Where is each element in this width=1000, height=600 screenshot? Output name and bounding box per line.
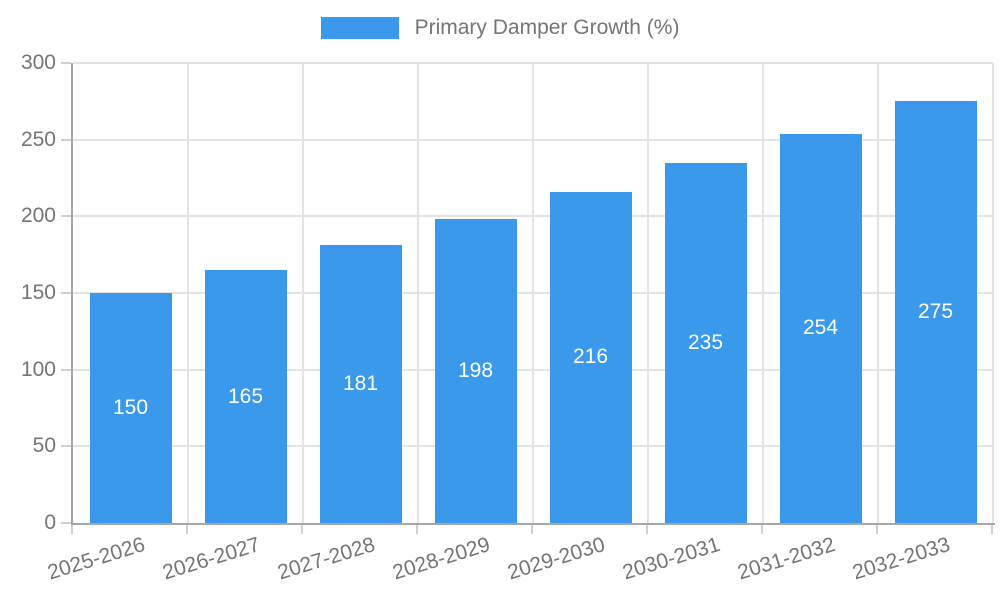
- x-gridline: [532, 63, 534, 523]
- x-tick-mark: [301, 525, 303, 534]
- y-tick-label: 0: [44, 511, 56, 534]
- x-gridline: [417, 63, 419, 523]
- x-gridline: [992, 63, 994, 523]
- x-tick-mark: [71, 525, 73, 534]
- bar-value-label: 275: [917, 300, 954, 324]
- y-tick-mark: [61, 522, 71, 524]
- y-tick-label: 300: [20, 51, 56, 74]
- bar[interactable]: 216: [549, 191, 632, 523]
- bar[interactable]: 254: [779, 133, 862, 523]
- x-tick-label: 2025-2026: [44, 533, 148, 585]
- y-tick-label: 150: [20, 281, 56, 304]
- x-tick-mark: [186, 525, 188, 534]
- y-tick-mark: [61, 445, 71, 448]
- y-tick-mark: [61, 292, 71, 294]
- legend-swatch: [320, 17, 399, 39]
- bar-value-label: 235: [687, 330, 724, 354]
- bar-value-label: 150: [112, 396, 149, 419]
- y-tick-label: 100: [20, 357, 56, 381]
- x-tick-mark: [646, 525, 648, 534]
- x-tick-label: 2027-2028: [274, 533, 378, 585]
- x-axis-line: [71, 523, 995, 525]
- x-gridline: [647, 63, 649, 523]
- x-tick-mark: [531, 525, 533, 534]
- bar-value-label: 165: [227, 384, 264, 408]
- bar-value-label: 216: [572, 345, 609, 369]
- bar[interactable]: 165: [204, 270, 287, 523]
- y-axis-line: [71, 63, 73, 525]
- x-tick-mark: [991, 525, 993, 534]
- legend-label: Primary Damper Growth (%): [414, 16, 680, 39]
- x-tick-label: 2030-2031: [619, 533, 723, 585]
- bar[interactable]: 198: [434, 219, 517, 523]
- x-tick-label: 2026-2027: [159, 533, 263, 585]
- x-tick-label: 2032-2033: [849, 533, 953, 585]
- x-tick-label: 2031-2032: [734, 533, 838, 585]
- bar-value-label: 198: [457, 359, 494, 383]
- y-tick-label: 200: [20, 204, 56, 228]
- x-tick-label: 2028-2029: [389, 533, 493, 585]
- x-gridline: [302, 63, 304, 523]
- x-gridline: [762, 63, 764, 523]
- x-tick-mark: [761, 525, 763, 534]
- legend-item[interactable]: Primary Damper Growth (%): [0, 16, 1000, 40]
- y-tick-label: 250: [20, 127, 56, 151]
- y-tick-mark: [61, 368, 71, 371]
- bar[interactable]: 181: [319, 245, 402, 523]
- x-gridline: [877, 63, 879, 523]
- y-tick-label: 50: [32, 434, 56, 458]
- bar[interactable]: 275: [894, 101, 977, 523]
- y-tick-mark: [61, 138, 71, 141]
- bar[interactable]: 150: [89, 293, 172, 523]
- bar-value-label: 181: [342, 372, 379, 396]
- x-tick-mark: [416, 525, 418, 534]
- plot-area: 150 165 181 198 216 235 254 275: [71, 62, 995, 525]
- x-tick-mark: [876, 525, 878, 534]
- bar-value-label: 254: [802, 316, 839, 340]
- y-tick-mark: [61, 215, 71, 218]
- bar[interactable]: 235: [664, 162, 747, 523]
- x-tick-label: 2029-2030: [504, 533, 608, 585]
- y-tick-mark: [61, 62, 71, 64]
- x-gridline: [187, 63, 189, 523]
